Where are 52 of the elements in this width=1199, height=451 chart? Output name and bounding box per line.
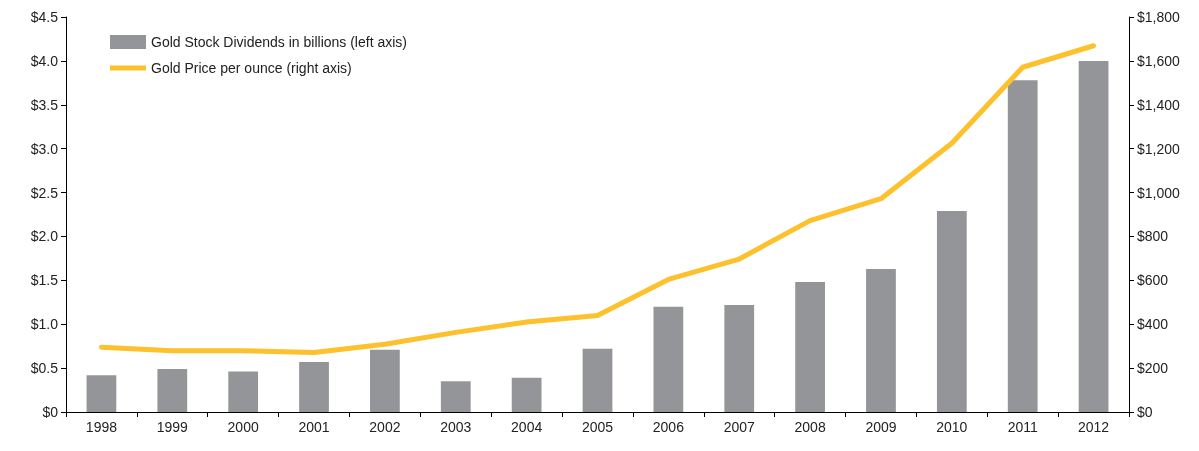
bar: [157, 368, 188, 412]
x-tick-label: 2012: [1077, 419, 1110, 435]
y2-tick-label: $1,400: [1137, 96, 1181, 113]
bar: [1007, 80, 1038, 412]
x-tick-label: 2008: [794, 419, 826, 435]
bar: [866, 268, 896, 412]
bar: [582, 348, 613, 412]
bar: [795, 282, 825, 412]
x-tick-label: 2003: [440, 419, 472, 435]
bar: [299, 361, 329, 412]
bar: [511, 377, 542, 412]
x-tick-label: 2006: [652, 419, 685, 435]
x-tick-label: 2009: [865, 419, 897, 435]
y-tick-label: $1.5: [30, 272, 59, 289]
x-tick-label: 1998: [85, 419, 118, 435]
y2-tick-label: $200: [1137, 360, 1169, 377]
x-tick-label: 2004: [511, 419, 543, 435]
y-tick-label: $0: [42, 404, 59, 420]
y2-tick-label: $1,200: [1137, 140, 1181, 157]
legend-label: Gold Stock Dividends in billions (left axis): [151, 34, 407, 50]
y2-tick-label: $600: [1137, 272, 1169, 289]
y2-tick-label: $400: [1137, 316, 1169, 333]
x-tick-label: 2000: [227, 419, 259, 435]
x-tick-label: 2005: [581, 419, 614, 435]
x-tick-label: 2007: [723, 419, 756, 435]
y-tick-label: $2.5: [30, 184, 59, 201]
x-tick-label: 2010: [936, 419, 968, 435]
y2-tick-label: $1,800: [1137, 9, 1181, 25]
bar: [228, 371, 259, 412]
x-tick-label: 2001: [298, 419, 330, 435]
y-tick-label: $1.0: [30, 316, 59, 333]
y-tick-label: $3.0: [30, 140, 59, 157]
y2-tick-label: $1,600: [1137, 52, 1181, 69]
bar: [724, 304, 755, 412]
bar: [370, 349, 400, 412]
x-tick-label: 1999: [156, 419, 189, 435]
y2-tick-label: $0: [1137, 404, 1153, 420]
bar: [86, 375, 117, 412]
y-tick-label: $3.5: [30, 96, 59, 113]
y-tick-label: $2.0: [30, 228, 59, 245]
x-tick-label: 2011: [1007, 419, 1038, 435]
bar: [653, 306, 684, 412]
legend-label: Gold Price per ounce (right axis): [151, 60, 352, 76]
y2-tick-label: $1,000: [1137, 184, 1181, 201]
y-tick-label: $0.5: [30, 360, 59, 377]
x-tick-label: 2002: [369, 419, 401, 435]
y-tick-label: $4.5: [30, 9, 59, 25]
y-tick-label: $4.0: [30, 52, 59, 69]
bar: [440, 381, 471, 412]
bar: [936, 210, 967, 412]
y2-tick-label: $800: [1137, 228, 1169, 245]
bar: [1078, 60, 1109, 412]
